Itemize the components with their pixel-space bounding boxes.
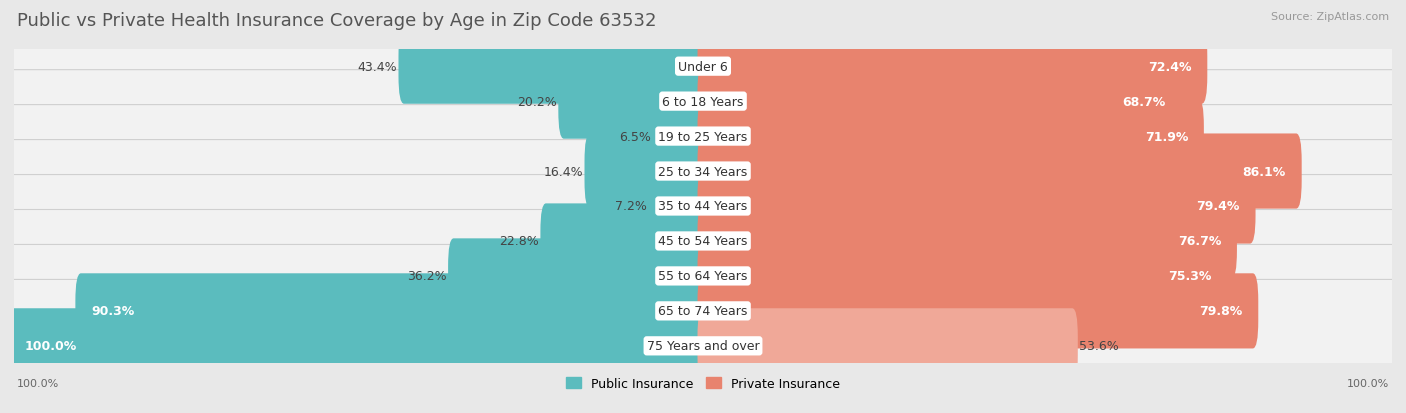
FancyBboxPatch shape	[697, 134, 1302, 209]
Text: 35 to 44 Years: 35 to 44 Years	[658, 200, 748, 213]
FancyBboxPatch shape	[4, 1, 1402, 133]
Text: 71.9%: 71.9%	[1144, 130, 1188, 143]
Text: 65 to 74 Years: 65 to 74 Years	[658, 305, 748, 318]
Text: 22.8%: 22.8%	[499, 235, 538, 248]
FancyBboxPatch shape	[697, 29, 1208, 104]
Text: 75 Years and over: 75 Years and over	[647, 339, 759, 352]
FancyBboxPatch shape	[449, 239, 709, 314]
FancyBboxPatch shape	[4, 36, 1402, 168]
Legend: Public Insurance, Private Insurance: Public Insurance, Private Insurance	[561, 372, 845, 395]
Text: 68.7%: 68.7%	[1123, 95, 1166, 108]
Text: 75.3%: 75.3%	[1168, 270, 1212, 283]
Text: 36.2%: 36.2%	[408, 270, 447, 283]
FancyBboxPatch shape	[398, 29, 709, 104]
Text: 6.5%: 6.5%	[620, 130, 651, 143]
FancyBboxPatch shape	[540, 204, 709, 279]
FancyBboxPatch shape	[697, 239, 1227, 314]
FancyBboxPatch shape	[697, 169, 1256, 244]
FancyBboxPatch shape	[4, 175, 1402, 308]
FancyBboxPatch shape	[4, 105, 1402, 238]
Text: 45 to 54 Years: 45 to 54 Years	[658, 235, 748, 248]
Text: 100.0%: 100.0%	[1347, 378, 1389, 388]
FancyBboxPatch shape	[4, 210, 1402, 342]
FancyBboxPatch shape	[4, 71, 1402, 203]
FancyBboxPatch shape	[4, 140, 1402, 273]
Text: Source: ZipAtlas.com: Source: ZipAtlas.com	[1271, 12, 1389, 22]
Text: 20.2%: 20.2%	[517, 95, 557, 108]
Text: Under 6: Under 6	[678, 61, 728, 74]
Text: 79.8%: 79.8%	[1199, 305, 1243, 318]
Text: 6 to 18 Years: 6 to 18 Years	[662, 95, 744, 108]
FancyBboxPatch shape	[697, 274, 1258, 349]
FancyBboxPatch shape	[8, 309, 709, 384]
Text: 79.4%: 79.4%	[1197, 200, 1240, 213]
FancyBboxPatch shape	[652, 99, 709, 174]
FancyBboxPatch shape	[558, 64, 709, 139]
FancyBboxPatch shape	[4, 280, 1402, 412]
Text: 72.4%: 72.4%	[1147, 61, 1191, 74]
Text: 53.6%: 53.6%	[1080, 339, 1119, 352]
FancyBboxPatch shape	[585, 134, 709, 209]
Text: 55 to 64 Years: 55 to 64 Years	[658, 270, 748, 283]
Text: 76.7%: 76.7%	[1178, 235, 1220, 248]
Text: 19 to 25 Years: 19 to 25 Years	[658, 130, 748, 143]
Text: 100.0%: 100.0%	[24, 339, 77, 352]
Text: 43.4%: 43.4%	[357, 61, 396, 74]
FancyBboxPatch shape	[76, 274, 709, 349]
Text: 7.2%: 7.2%	[614, 200, 647, 213]
FancyBboxPatch shape	[697, 99, 1204, 174]
FancyBboxPatch shape	[697, 64, 1182, 139]
Text: 90.3%: 90.3%	[91, 305, 135, 318]
Text: 16.4%: 16.4%	[544, 165, 583, 178]
FancyBboxPatch shape	[697, 309, 1078, 384]
FancyBboxPatch shape	[697, 204, 1237, 279]
FancyBboxPatch shape	[4, 245, 1402, 377]
Text: 25 to 34 Years: 25 to 34 Years	[658, 165, 748, 178]
FancyBboxPatch shape	[648, 169, 709, 244]
Text: 100.0%: 100.0%	[17, 378, 59, 388]
Text: 86.1%: 86.1%	[1243, 165, 1286, 178]
Text: Public vs Private Health Insurance Coverage by Age in Zip Code 63532: Public vs Private Health Insurance Cover…	[17, 12, 657, 30]
